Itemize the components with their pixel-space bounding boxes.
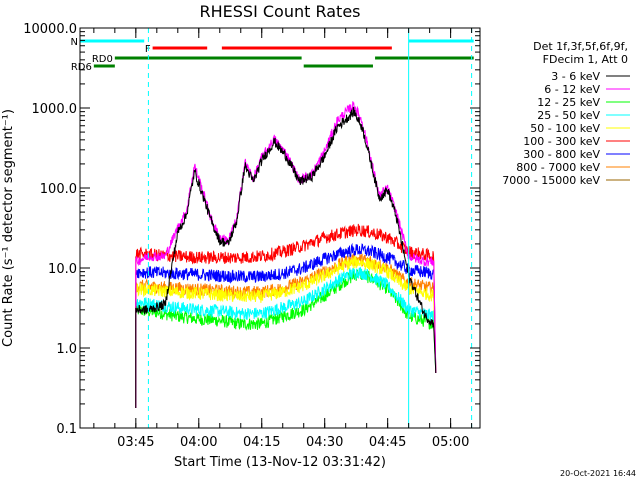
legend-entry-label: 7000 - 15000 keV: [502, 174, 600, 187]
chart-title: RHESSI Count Rates: [200, 2, 361, 21]
flag-label: N: [71, 37, 78, 48]
x-tick-label: 04:45: [369, 435, 406, 450]
y-tick-label: 10.0: [48, 262, 77, 277]
legend-entry-label: 25 - 50 keV: [537, 109, 600, 122]
y-tick-label: 10000.0: [23, 22, 77, 37]
y-tick-label: 100.0: [40, 182, 77, 197]
flag-label: RD0: [92, 54, 113, 65]
legend-entry-label: 300 - 800 keV: [523, 148, 600, 161]
y-tick-label: 1.0: [56, 342, 77, 357]
legend-entry-label: 800 - 7000 keV: [516, 161, 600, 174]
y-tick-label: 1000.0: [32, 102, 78, 117]
y-tick-label: 0.1: [56, 422, 77, 437]
y-axis-label: Count Rate (s⁻¹ detector segment⁻¹): [1, 109, 16, 347]
series-line: [135, 223, 437, 408]
flag-label: F: [145, 44, 151, 55]
vertical-lines: [79, 28, 473, 428]
series-line: [135, 267, 437, 408]
legend-entry-label: 3 - 6 keV: [551, 70, 600, 83]
legend-header: FDecim 1, Att 0: [543, 53, 628, 66]
series-line: [135, 256, 437, 408]
x-axis: 03:45 04:00 04:15 04:30 04:45 05:00: [93, 28, 473, 450]
legend-entry-label: 6 - 12 keV: [544, 83, 600, 96]
flag-label: RD6: [71, 62, 92, 73]
footer-date: 20-Oct-2021 16:44: [560, 469, 636, 478]
plot-frame: [79, 27, 481, 429]
legend: Det 1f,3f,5f,6f,9f,FDecim 1, Att 0 3 - 6 …: [502, 40, 630, 187]
x-axis-label: Start Time (13-Nov-12 03:31:42): [174, 455, 386, 470]
series-lines: [135, 101, 437, 408]
x-tick-label: 04:15: [243, 435, 280, 450]
legend-entry-label: 100 - 300 keV: [523, 135, 600, 148]
x-tick-label: 03:45: [117, 435, 154, 450]
x-tick-label: 04:30: [306, 435, 343, 450]
x-tick-label: 05:00: [432, 435, 469, 450]
x-tick-label: 04:00: [180, 435, 217, 450]
legend-entry-label: 50 - 100 keV: [530, 122, 600, 135]
y-axis: 0.1 1.0 10.0 100.0 1000.0 10000.0: [23, 22, 480, 437]
legend-header: Det 1f,3f,5f,6f,9f,: [533, 40, 628, 53]
legend-entry-label: 12 - 25 keV: [537, 96, 600, 109]
series-line: [135, 106, 437, 408]
series-line: [135, 242, 437, 408]
